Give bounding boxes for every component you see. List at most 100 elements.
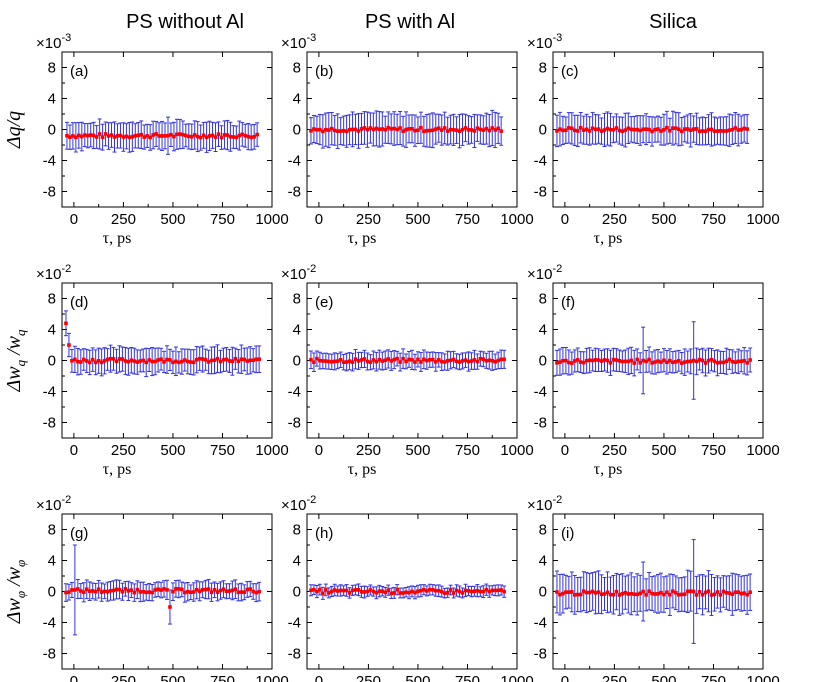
data-point <box>389 127 393 131</box>
data-point <box>671 589 675 594</box>
data-point <box>502 589 506 594</box>
data-point <box>398 591 402 595</box>
data-point <box>326 128 331 132</box>
data-point <box>341 128 346 133</box>
data-point <box>191 360 196 365</box>
data-point <box>153 359 157 364</box>
data-point <box>641 127 645 132</box>
data-point <box>180 359 184 364</box>
data-point <box>463 126 468 130</box>
data-point <box>611 357 616 362</box>
data-point <box>575 592 580 597</box>
panel-label: (a) <box>70 63 88 80</box>
data-point <box>100 135 105 139</box>
data-point <box>611 127 616 132</box>
data-point <box>431 357 435 362</box>
x-tick-label: 1000 <box>255 442 288 459</box>
data-point <box>377 357 382 362</box>
x-tick-label: 750 <box>455 673 480 682</box>
data-point <box>584 590 589 595</box>
data-point <box>416 128 420 133</box>
x-tick-label: 250 <box>602 211 627 228</box>
column-title: PS without Al <box>126 11 244 33</box>
data-point <box>141 589 146 594</box>
data-point <box>688 359 693 364</box>
data-point <box>150 359 154 364</box>
data-point <box>626 592 631 596</box>
data-point <box>748 590 752 595</box>
data-point <box>148 135 152 140</box>
data-point <box>389 359 393 363</box>
data-point <box>445 129 450 133</box>
data-point <box>564 590 568 594</box>
y-tick-label: -8 <box>43 415 56 432</box>
data-point <box>395 127 399 132</box>
x-axis-label: τ, ps <box>594 461 623 478</box>
data-point <box>365 589 370 594</box>
data-point <box>326 359 331 364</box>
data-point <box>392 126 396 131</box>
y-axis-label: Δwφ /wφ <box>3 560 28 624</box>
data-point <box>493 359 498 364</box>
data-point <box>377 589 382 593</box>
data-point <box>605 126 610 131</box>
data-point <box>620 359 625 364</box>
y-tick-label: 8 <box>293 291 301 308</box>
data-point <box>383 127 388 132</box>
data-point <box>448 588 453 592</box>
data-point <box>469 589 474 594</box>
data-point <box>572 128 577 133</box>
data-point <box>694 593 699 597</box>
data-point <box>715 590 720 594</box>
data-point <box>145 134 149 138</box>
data-point <box>335 129 340 133</box>
data-point <box>428 587 432 592</box>
data-point <box>407 590 411 595</box>
data-point <box>623 128 628 132</box>
x-tick-label: 1000 <box>500 211 533 228</box>
data-point <box>469 359 474 363</box>
data-point <box>79 589 83 593</box>
data-point <box>401 591 405 595</box>
data-point <box>662 127 666 132</box>
data-point <box>206 360 211 364</box>
y-tick-label: 8 <box>293 522 301 539</box>
data-point <box>197 356 202 361</box>
y-tick-label: -8 <box>43 184 56 201</box>
data-point <box>644 359 648 364</box>
data-point <box>561 358 565 363</box>
data-point <box>321 359 325 363</box>
data-point <box>386 125 391 130</box>
data-point <box>245 587 250 592</box>
data-point <box>439 589 444 594</box>
data-point <box>165 588 169 592</box>
data-point <box>448 358 453 363</box>
data-point <box>227 359 232 363</box>
x-tick-label: 500 <box>405 211 430 228</box>
data-point <box>109 133 114 137</box>
data-point <box>587 358 592 363</box>
data-point <box>96 587 101 592</box>
data-point <box>132 359 137 363</box>
data-point <box>114 587 119 592</box>
data-point <box>192 133 197 137</box>
data-point <box>395 587 399 592</box>
data-point <box>120 357 125 361</box>
data-point <box>431 128 435 133</box>
x-tick-label: 750 <box>210 211 235 228</box>
data-point <box>130 134 135 139</box>
data-point <box>335 589 340 593</box>
data-point <box>132 590 137 595</box>
data-point <box>685 359 690 364</box>
data-point <box>478 127 483 132</box>
data-point <box>203 587 208 592</box>
data-point <box>245 359 250 363</box>
data-point <box>362 590 367 594</box>
y-tick-label: -4 <box>43 384 56 401</box>
data-point <box>184 133 188 138</box>
data-point <box>659 129 663 133</box>
data-point <box>472 358 477 362</box>
data-point <box>697 590 702 594</box>
data-point <box>570 590 574 594</box>
data-point <box>457 129 462 134</box>
